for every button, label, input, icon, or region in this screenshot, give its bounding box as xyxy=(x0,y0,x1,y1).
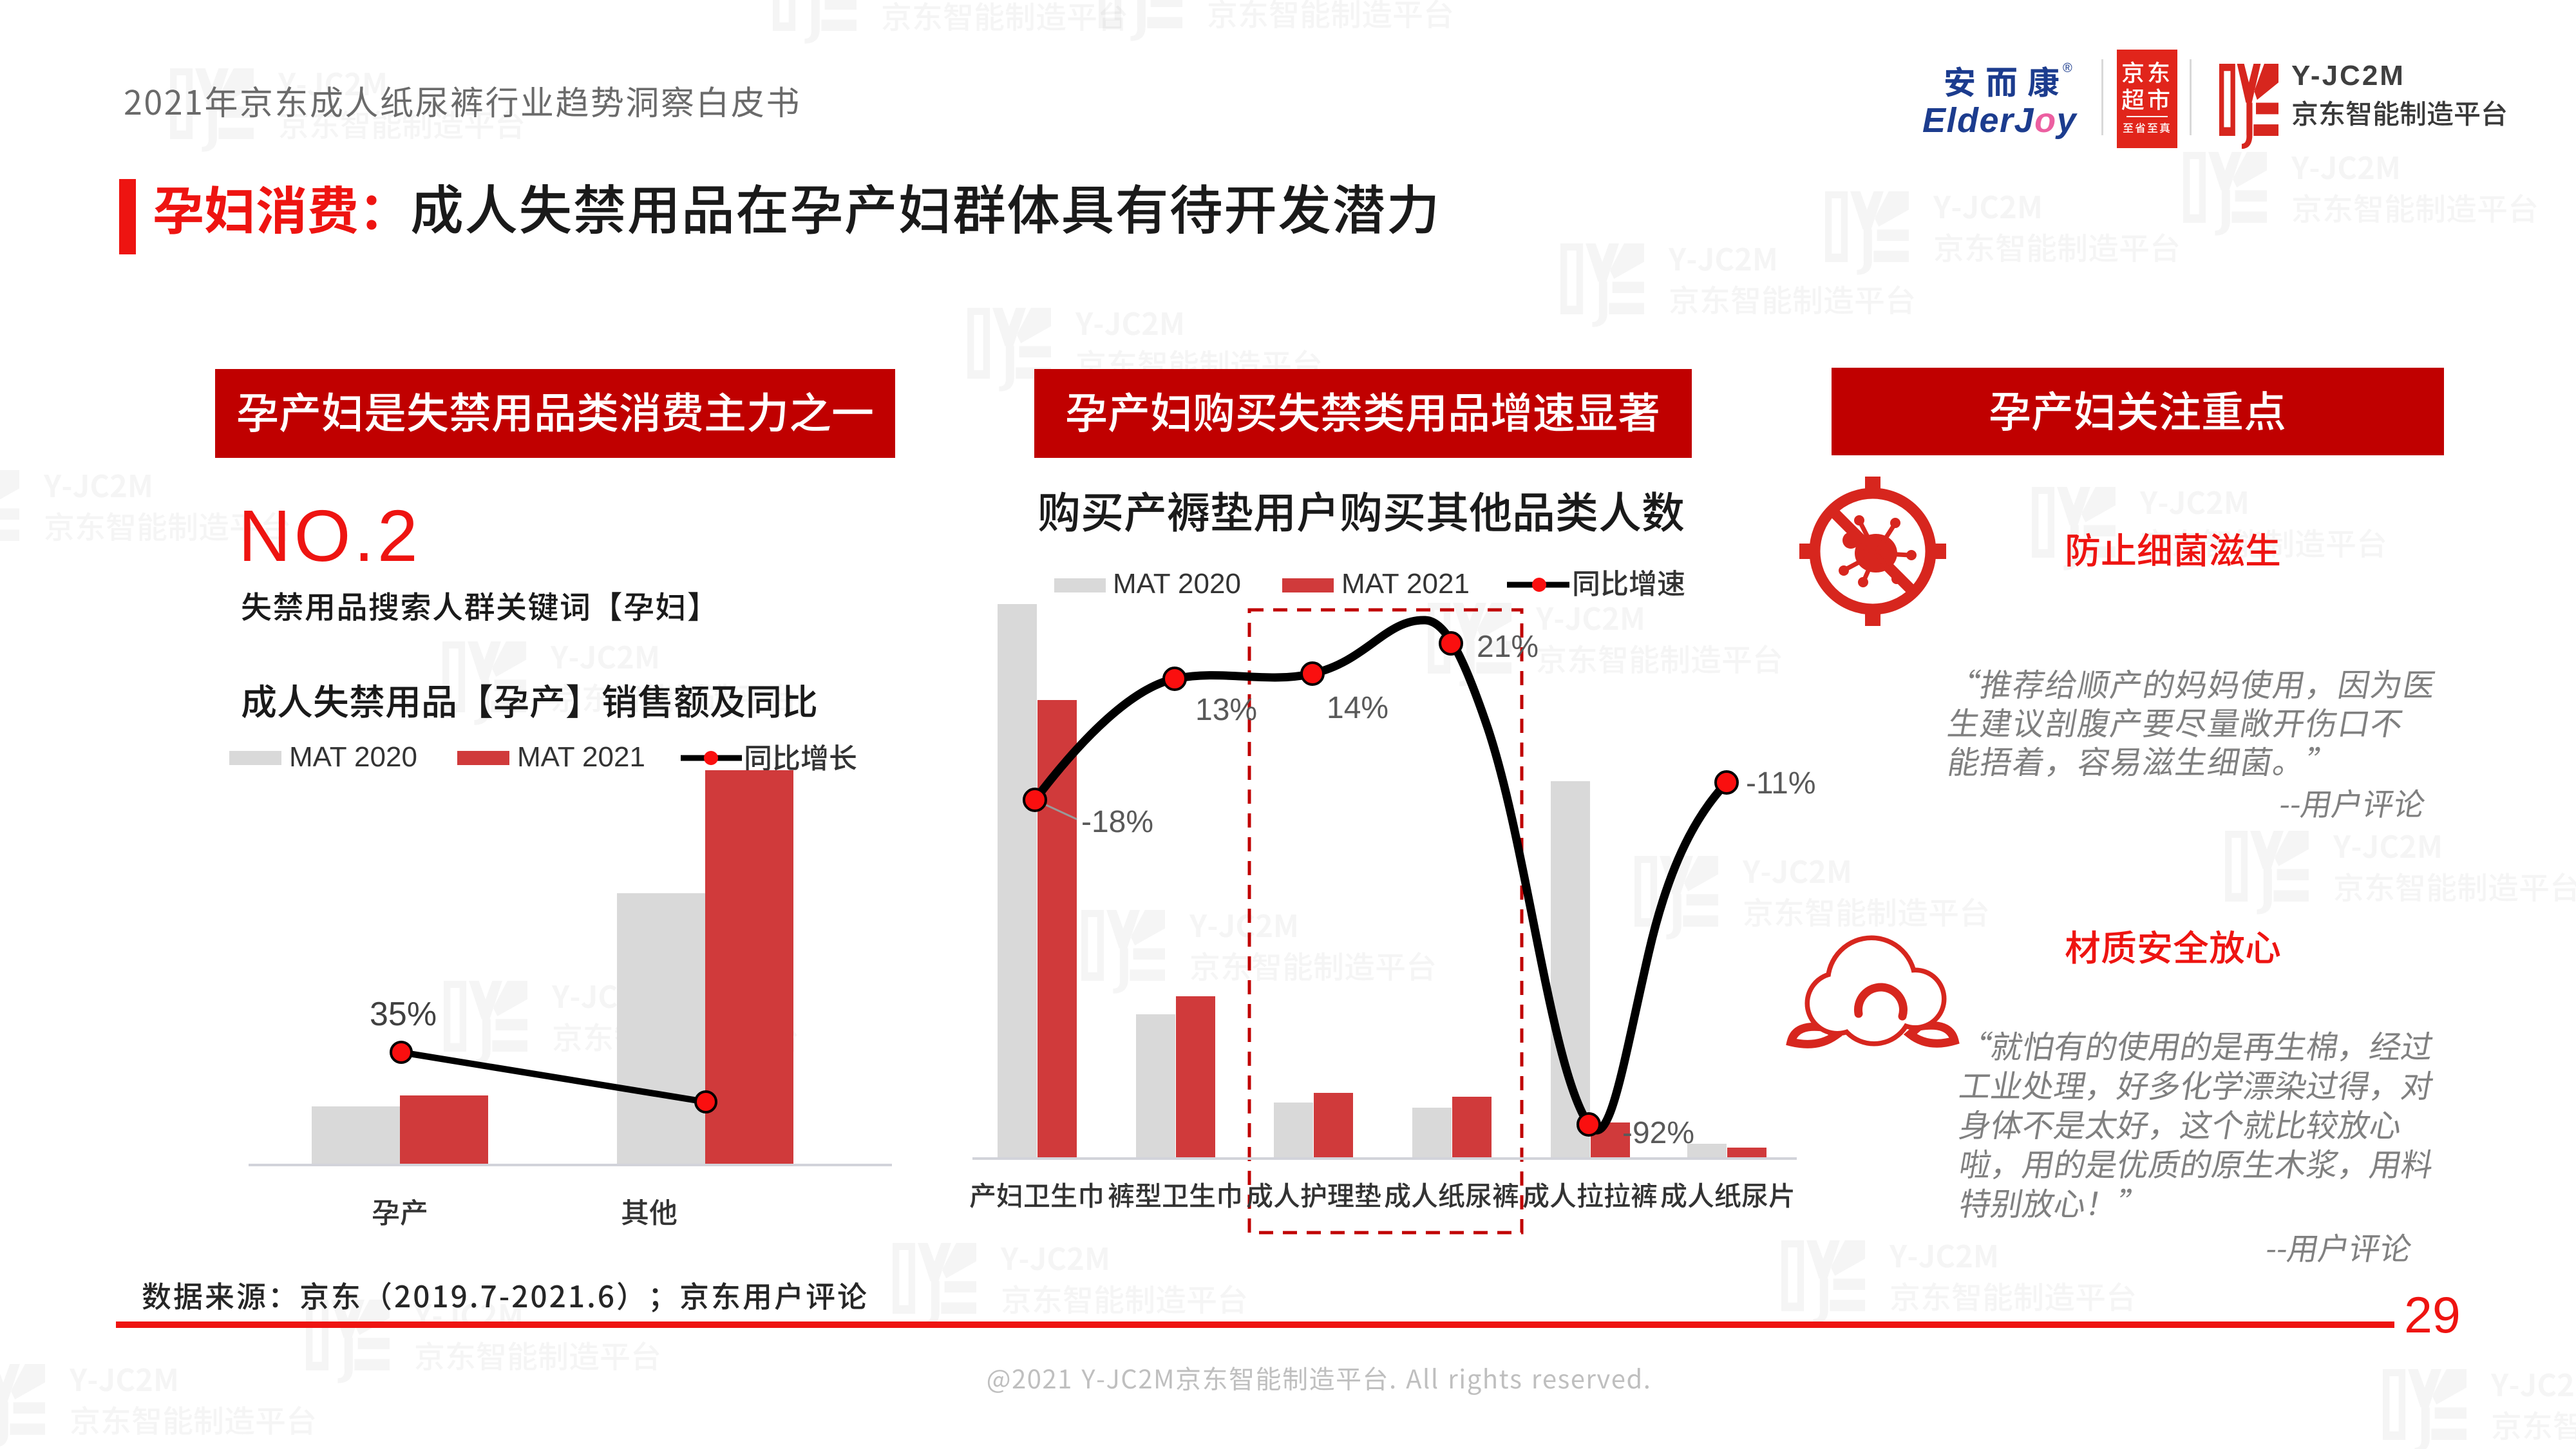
svg-text:29: 29 xyxy=(2404,1286,2461,1343)
svg-text:14%: 14% xyxy=(1327,691,1388,725)
svg-text:NO.2: NO.2 xyxy=(238,495,421,576)
svg-text:-11%: -11% xyxy=(1746,766,1816,800)
svg-text:MAT 2021: MAT 2021 xyxy=(517,741,645,773)
svg-text:MAT 2021: MAT 2021 xyxy=(1341,568,1470,600)
svg-text:-18%: -18% xyxy=(1081,805,1153,839)
svg-text:MAT 2020: MAT 2020 xyxy=(1113,568,1241,600)
svg-text:13%: 13% xyxy=(1195,693,1257,727)
svg-text:-92%: -92% xyxy=(1622,1116,1694,1150)
svg-text:35%: 35% xyxy=(370,996,437,1033)
svg-text:ElderJoy: ElderJoy xyxy=(1922,101,2078,140)
svg-text:®: ® xyxy=(2063,61,2072,75)
svg-text:MAT 2020: MAT 2020 xyxy=(289,741,417,773)
svg-text:21%: 21% xyxy=(1477,630,1539,664)
svg-text:Y-JC2M: Y-JC2M xyxy=(2291,60,2405,91)
